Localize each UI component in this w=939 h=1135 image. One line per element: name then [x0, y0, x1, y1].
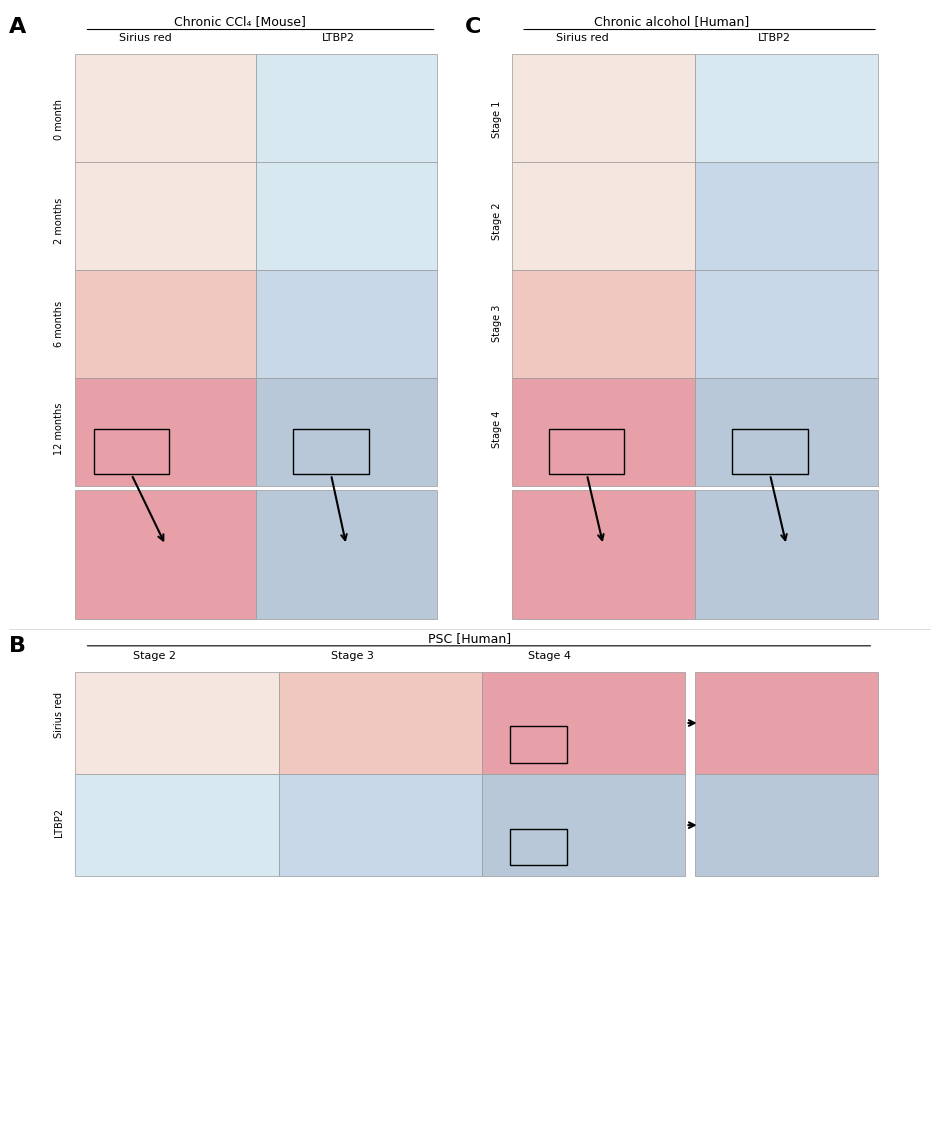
Bar: [549, 429, 624, 474]
Bar: [695, 672, 878, 774]
Text: 12 months: 12 months: [54, 403, 64, 455]
Text: Stage 2: Stage 2: [133, 650, 177, 661]
Bar: [695, 270, 878, 378]
Text: 6 months: 6 months: [54, 301, 64, 346]
Text: Sirius red: Sirius red: [54, 692, 64, 738]
Bar: [695, 490, 878, 619]
Text: A: A: [9, 17, 26, 37]
Text: 0 month: 0 month: [54, 99, 64, 140]
Text: Stage 3: Stage 3: [331, 650, 374, 661]
Bar: [75, 774, 279, 876]
Text: Stage 4: Stage 4: [528, 650, 571, 661]
Bar: [75, 490, 255, 619]
Bar: [256, 490, 437, 619]
Bar: [695, 54, 878, 162]
Bar: [75, 378, 255, 486]
Bar: [256, 162, 437, 270]
Bar: [695, 162, 878, 270]
Text: B: B: [9, 636, 26, 656]
Text: Stage 4: Stage 4: [492, 411, 502, 447]
Bar: [94, 429, 169, 474]
Bar: [732, 429, 808, 474]
Bar: [512, 54, 695, 162]
Text: Stage 1: Stage 1: [492, 101, 502, 137]
Text: Sirius red: Sirius red: [556, 33, 608, 43]
Text: Chronic alcohol [Human]: Chronic alcohol [Human]: [593, 16, 749, 28]
Bar: [75, 54, 255, 162]
Bar: [482, 774, 685, 876]
Text: Chronic CCl₄ [Mouse]: Chronic CCl₄ [Mouse]: [174, 16, 305, 28]
Bar: [256, 270, 437, 378]
Bar: [695, 774, 878, 876]
Bar: [512, 378, 695, 486]
Text: Stage 2: Stage 2: [492, 202, 502, 241]
Bar: [279, 672, 482, 774]
Text: C: C: [465, 17, 481, 37]
Bar: [482, 672, 685, 774]
Bar: [256, 378, 437, 486]
Text: Sirius red: Sirius red: [119, 33, 172, 43]
Bar: [294, 429, 368, 474]
Bar: [256, 54, 437, 162]
Bar: [510, 726, 566, 763]
Text: PSC [Human]: PSC [Human]: [428, 632, 511, 645]
Text: 2 months: 2 months: [54, 199, 64, 244]
Bar: [512, 490, 695, 619]
Bar: [75, 162, 255, 270]
Text: Stage 3: Stage 3: [492, 305, 502, 342]
Bar: [279, 774, 482, 876]
Text: LTBP2: LTBP2: [321, 33, 355, 43]
Bar: [510, 829, 566, 865]
Bar: [75, 672, 279, 774]
Bar: [512, 162, 695, 270]
Bar: [75, 270, 255, 378]
Text: LTBP2: LTBP2: [54, 808, 64, 838]
Bar: [695, 378, 878, 486]
Bar: [512, 270, 695, 378]
Text: LTBP2: LTBP2: [758, 33, 792, 43]
